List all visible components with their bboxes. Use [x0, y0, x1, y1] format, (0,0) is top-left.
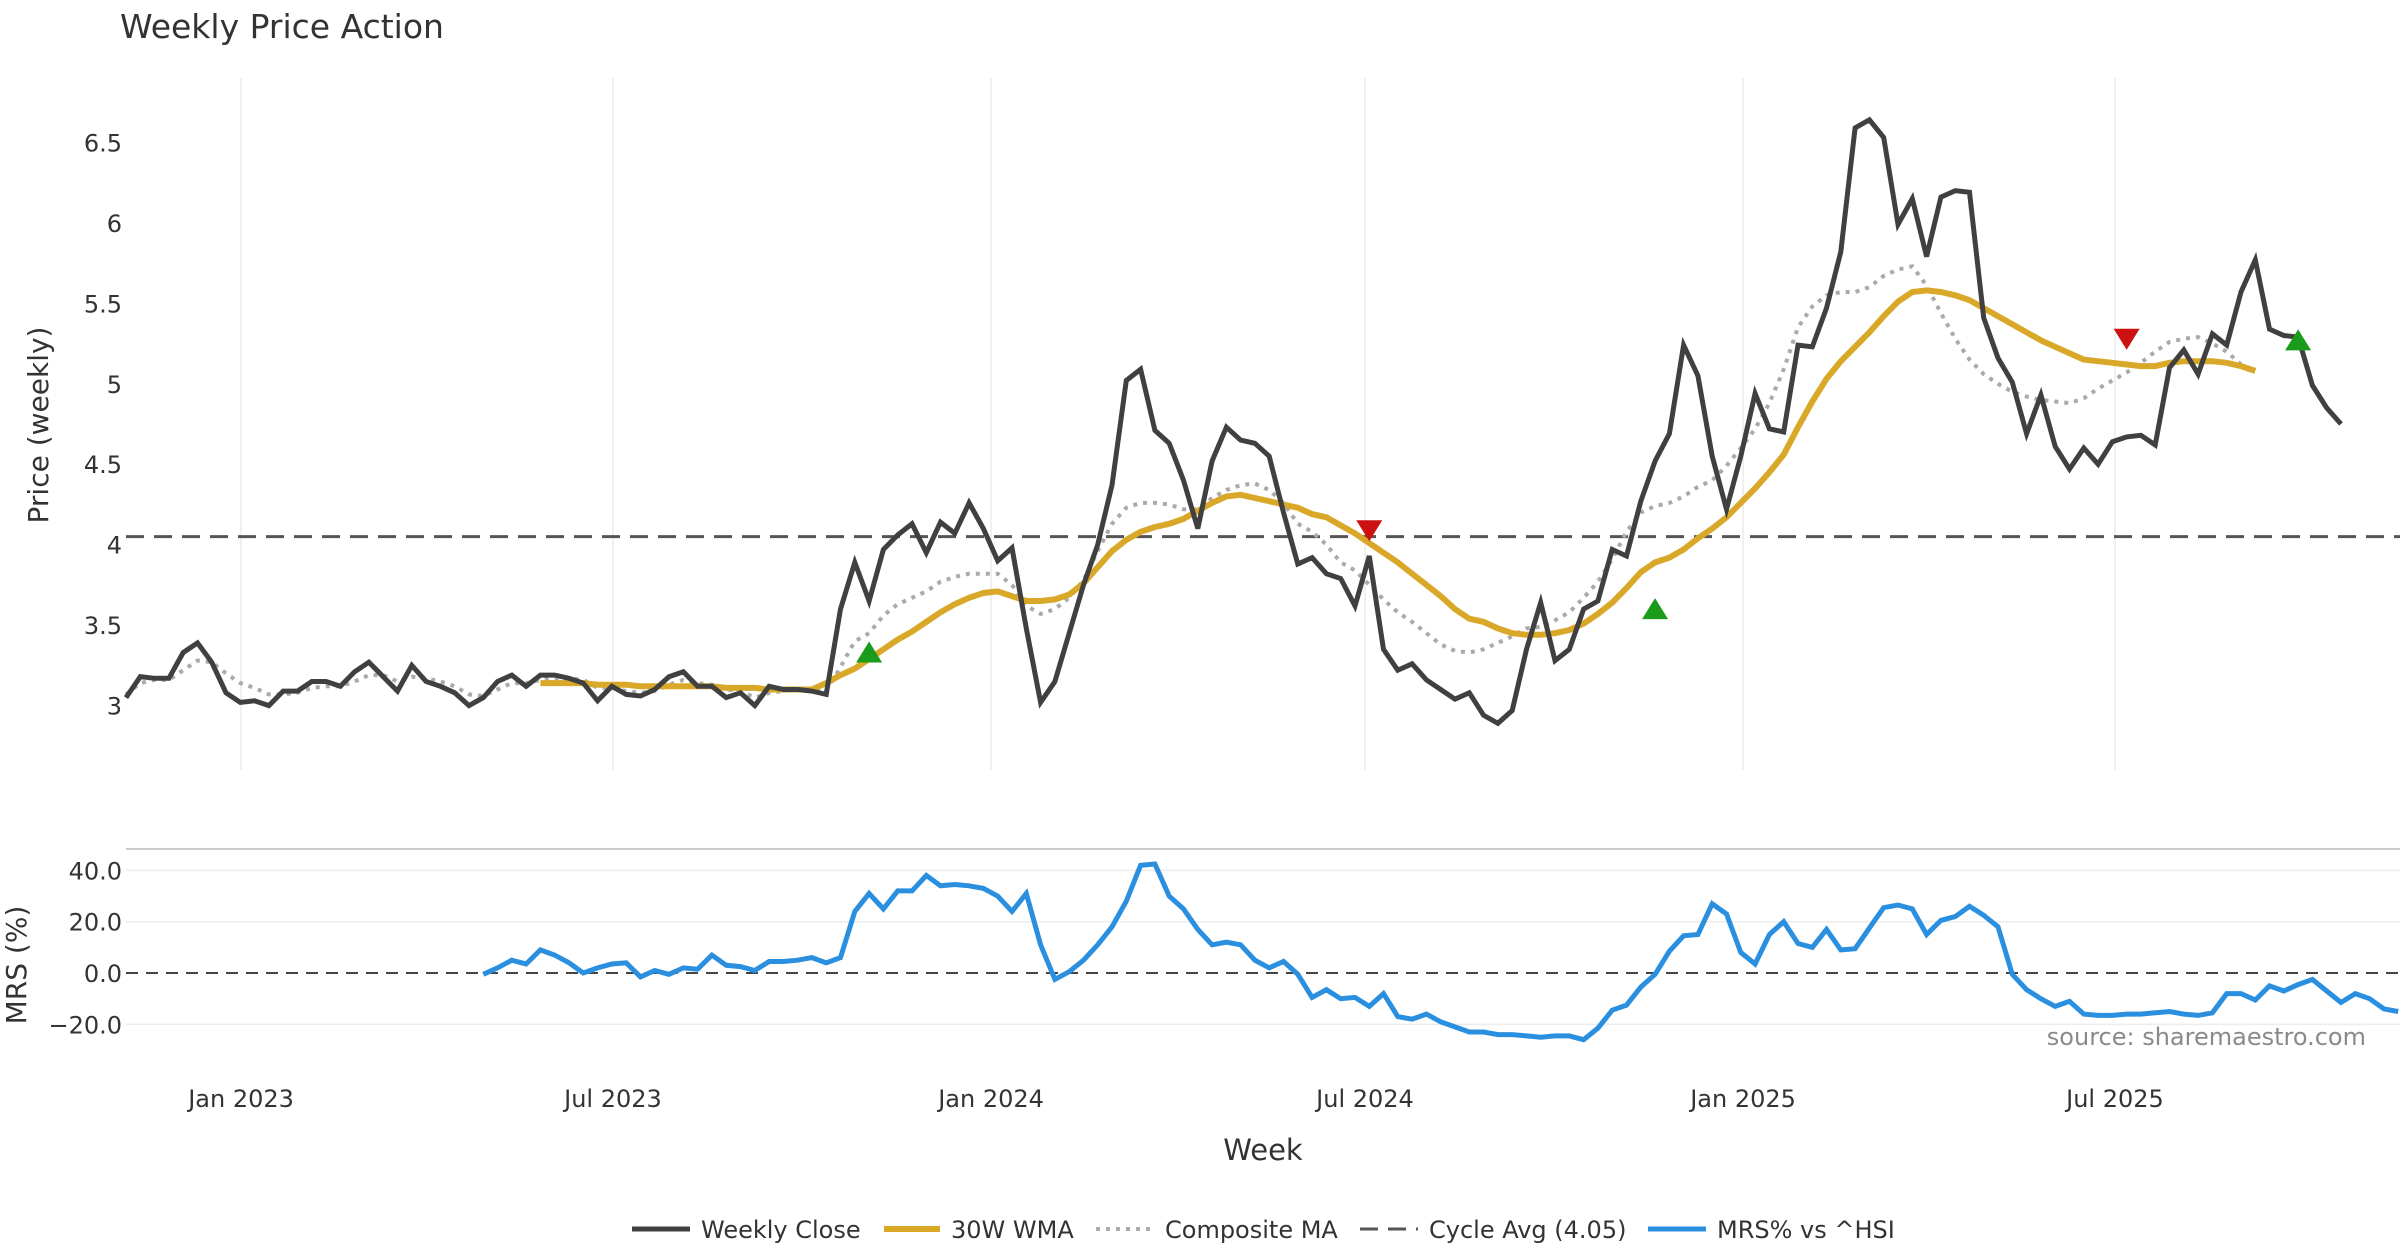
signal-markers — [856, 328, 2312, 663]
mrs-y-tick-label: −20.0 — [48, 1011, 122, 1039]
series-weekly-close — [123, 116, 2343, 727]
buy-signal-marker — [1642, 598, 1669, 620]
legend: Weekly Close 30W WMA Composite MA Cycle … — [632, 1216, 1895, 1244]
series-30w-wma — [540, 287, 2257, 693]
legend-label-cycle-avg: Cycle Avg (4.05) — [1429, 1216, 1626, 1244]
price-y-tick-label: 6 — [107, 210, 122, 238]
mrs-grid — [126, 869, 2400, 1026]
price-y-tick-label: 5.5 — [84, 290, 122, 318]
legend-label-weekly-close: Weekly Close — [701, 1216, 861, 1244]
legend-item-composite-ma: Composite MA — [1096, 1216, 1338, 1244]
mrs-y-axis-label: MRS (%) — [0, 906, 33, 1025]
x-axis-label: Week — [1223, 1133, 1303, 1167]
x-tick-label: Jul 2023 — [562, 1085, 662, 1113]
buy-signal-marker — [2285, 329, 2312, 351]
legend-item-weekly-close: Weekly Close — [632, 1216, 861, 1244]
buy-signal-marker — [856, 641, 883, 663]
series-mrs — [482, 861, 2399, 1043]
x-tick-label: Jan 2024 — [936, 1085, 1044, 1113]
sell-signal-marker — [1356, 520, 1383, 542]
price-y-tick-label: 3 — [107, 693, 122, 721]
mrs-y-ticks: 40.0 20.0 0.0 −20.0 — [48, 857, 122, 1039]
legend-label-composite-ma: Composite MA — [1165, 1216, 1338, 1244]
sell-signal-marker — [2113, 328, 2140, 350]
series-composite-ma — [124, 264, 2243, 700]
legend-item-30w-wma: 30W WMA — [884, 1216, 1074, 1244]
price-y-axis-label: Price (weekly) — [22, 327, 55, 524]
mrs-y-tick-label: 20.0 — [69, 909, 122, 937]
legend-item-mrs: MRS% vs ^HSI — [1648, 1216, 1895, 1244]
price-y-tick-label: 4 — [107, 532, 122, 560]
price-y-tick-label: 3.5 — [84, 612, 122, 640]
price-y-tick-label: 6.5 — [84, 129, 122, 157]
x-ticks: Jan 2023 Jul 2023 Jan 2024 Jul 2024 Jan 2025… — [186, 1085, 2164, 1113]
price-y-tick-label: 4.5 — [84, 451, 122, 479]
mrs-y-tick-label: 0.0 — [84, 960, 122, 988]
legend-label-30w-wma: 30W WMA — [951, 1216, 1074, 1244]
x-tick-label: Jan 2023 — [186, 1085, 294, 1113]
legend-item-cycle-avg: Cycle Avg (4.05) — [1360, 1216, 1626, 1244]
price-y-ticks: 3 3.5 4 4.5 5 5.5 6 6.5 — [84, 129, 122, 720]
x-tick-label: Jan 2025 — [1688, 1085, 1796, 1113]
legend-label-mrs: MRS% vs ^HSI — [1717, 1216, 1895, 1244]
mrs-y-tick-label: 40.0 — [69, 857, 122, 885]
source-note: source: sharemaestro.com — [2047, 1023, 2366, 1051]
x-tick-label: Jul 2025 — [2064, 1085, 2164, 1113]
chart-title: Weekly Price Action — [120, 7, 444, 46]
price-y-tick-label: 5 — [107, 371, 122, 399]
price-grid — [240, 78, 2116, 770]
x-tick-label: Jul 2024 — [1314, 1085, 1414, 1113]
